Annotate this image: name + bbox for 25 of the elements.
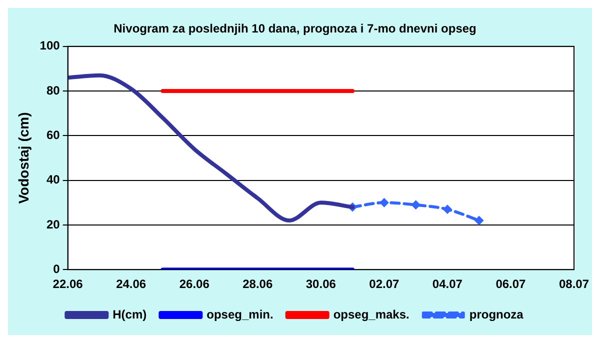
x-tick-label: 30.06 xyxy=(306,277,336,292)
y-tick-label: 100 xyxy=(40,38,60,53)
legend-label: prognoza xyxy=(469,307,524,322)
x-tick-label: 22.06 xyxy=(52,277,84,292)
legend-label: opseg_min. xyxy=(206,307,274,322)
y-tick-label: 60 xyxy=(46,128,60,142)
y-axis-title: Vodostaj (cm) xyxy=(15,112,32,204)
chart-title: Nivogram za poslednjih 10 dana, prognoza i 7-mo dnevni opseg xyxy=(114,22,476,36)
point xyxy=(474,216,484,225)
x-tick-label: 04.07 xyxy=(432,277,463,292)
y-tick-label: 20 xyxy=(46,217,60,232)
legend-label: opseg_maks. xyxy=(333,307,410,322)
x-tick-label: 28.06 xyxy=(242,277,273,292)
y-tick-label: 80 xyxy=(46,83,60,98)
point xyxy=(411,200,420,210)
x-tick-label: 08.07 xyxy=(558,277,590,292)
point xyxy=(380,198,389,208)
y-tick-label: 40 xyxy=(46,172,60,187)
legend-label: H(cm) xyxy=(112,307,147,322)
x-tick-label: 06.07 xyxy=(496,277,526,292)
x-tick-label: 02.07 xyxy=(369,277,400,292)
x-tick-label: 24.06 xyxy=(116,277,146,292)
x-tick-label: 26.06 xyxy=(179,277,210,292)
point xyxy=(442,204,452,214)
y-tick-label: 0 xyxy=(53,262,60,276)
